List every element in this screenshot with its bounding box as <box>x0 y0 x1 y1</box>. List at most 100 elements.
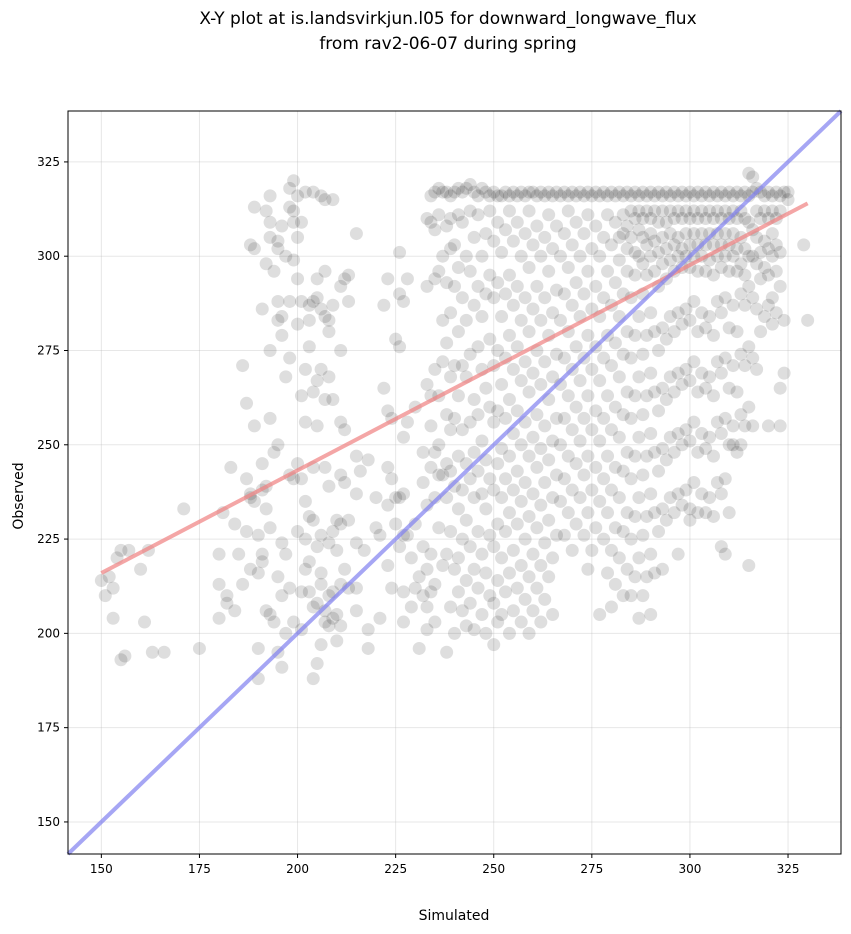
data-point <box>424 419 438 433</box>
data-point <box>455 185 469 199</box>
data-point <box>479 185 493 199</box>
data-point <box>608 276 622 290</box>
data-point <box>632 310 646 324</box>
data-point <box>722 438 736 452</box>
data-point <box>389 517 403 531</box>
data-point <box>396 430 410 444</box>
data-point <box>483 332 497 346</box>
data-point <box>742 558 756 572</box>
data-point <box>483 528 497 542</box>
chart-title-line-1: X-Y plot at is.landsvirkjun.l05 for down… <box>199 9 696 29</box>
data-point <box>416 476 430 489</box>
data-point <box>577 411 591 425</box>
data-point <box>706 268 720 282</box>
data-point <box>416 445 430 459</box>
data-point <box>451 181 465 195</box>
data-point <box>310 657 324 671</box>
data-point <box>192 641 206 655</box>
data-point <box>495 310 509 324</box>
data-point <box>467 445 481 459</box>
data-point <box>538 592 552 606</box>
data-point <box>671 249 685 263</box>
data-point <box>601 506 615 520</box>
data-point <box>581 562 595 576</box>
data-point <box>695 487 709 501</box>
data-point <box>487 185 501 199</box>
data-point <box>553 494 567 508</box>
data-point <box>671 547 685 561</box>
data-point <box>765 291 779 305</box>
data-point <box>706 509 720 523</box>
data-point <box>334 619 348 633</box>
y-tick-label: 175 <box>37 721 60 735</box>
data-point <box>671 487 685 501</box>
data-point <box>616 589 630 603</box>
data-point <box>644 211 658 225</box>
data-point <box>557 287 571 301</box>
data-point <box>750 257 764 271</box>
data-point <box>550 347 564 361</box>
data-point <box>275 589 289 603</box>
data-point <box>667 211 681 225</box>
data-point <box>514 615 528 629</box>
data-point <box>546 551 560 565</box>
data-point <box>318 193 332 207</box>
data-point <box>644 608 658 622</box>
data-point <box>667 506 681 520</box>
data-point <box>538 355 552 369</box>
data-point <box>546 189 560 203</box>
data-point <box>538 419 552 433</box>
data-point <box>471 208 485 222</box>
data-point <box>483 268 497 282</box>
data-point <box>671 204 685 218</box>
data-point <box>491 574 505 588</box>
data-point <box>400 272 414 286</box>
data-point <box>271 242 285 256</box>
data-point <box>396 585 410 599</box>
data-point <box>565 185 579 199</box>
data-point <box>691 185 705 199</box>
data-point <box>624 411 638 425</box>
data-point <box>499 472 513 486</box>
data-point <box>440 276 454 290</box>
data-point <box>334 343 348 357</box>
data-point <box>145 645 159 659</box>
data-point <box>601 264 615 278</box>
data-point <box>510 464 524 478</box>
data-point <box>279 370 293 384</box>
data-point <box>459 249 473 263</box>
data-point <box>291 272 305 286</box>
data-point <box>644 227 658 241</box>
data-point <box>306 294 320 308</box>
data-point <box>679 423 693 437</box>
data-point <box>361 453 375 467</box>
data-point <box>322 619 336 633</box>
data-point <box>538 189 552 203</box>
data-point <box>291 189 305 203</box>
data-point <box>624 351 638 365</box>
data-point <box>369 521 383 535</box>
data-point <box>561 204 575 218</box>
data-point <box>334 468 348 482</box>
data-point <box>412 641 426 655</box>
data-point <box>487 291 501 305</box>
data-point <box>691 325 705 339</box>
data-point <box>608 189 622 203</box>
data-point <box>659 393 673 407</box>
data-point <box>746 291 760 305</box>
data-point <box>585 543 599 557</box>
data-point <box>444 600 458 614</box>
data-point <box>640 509 654 523</box>
data-point <box>495 491 509 505</box>
data-point <box>306 513 320 527</box>
data-point <box>326 525 340 539</box>
data-point <box>259 502 273 516</box>
data-point <box>440 457 454 471</box>
data-point <box>655 562 669 576</box>
data-point <box>699 381 713 395</box>
data-point <box>440 185 454 199</box>
data-point <box>471 408 485 422</box>
data-point <box>699 264 713 278</box>
data-point <box>710 189 724 203</box>
data-point <box>604 423 618 437</box>
